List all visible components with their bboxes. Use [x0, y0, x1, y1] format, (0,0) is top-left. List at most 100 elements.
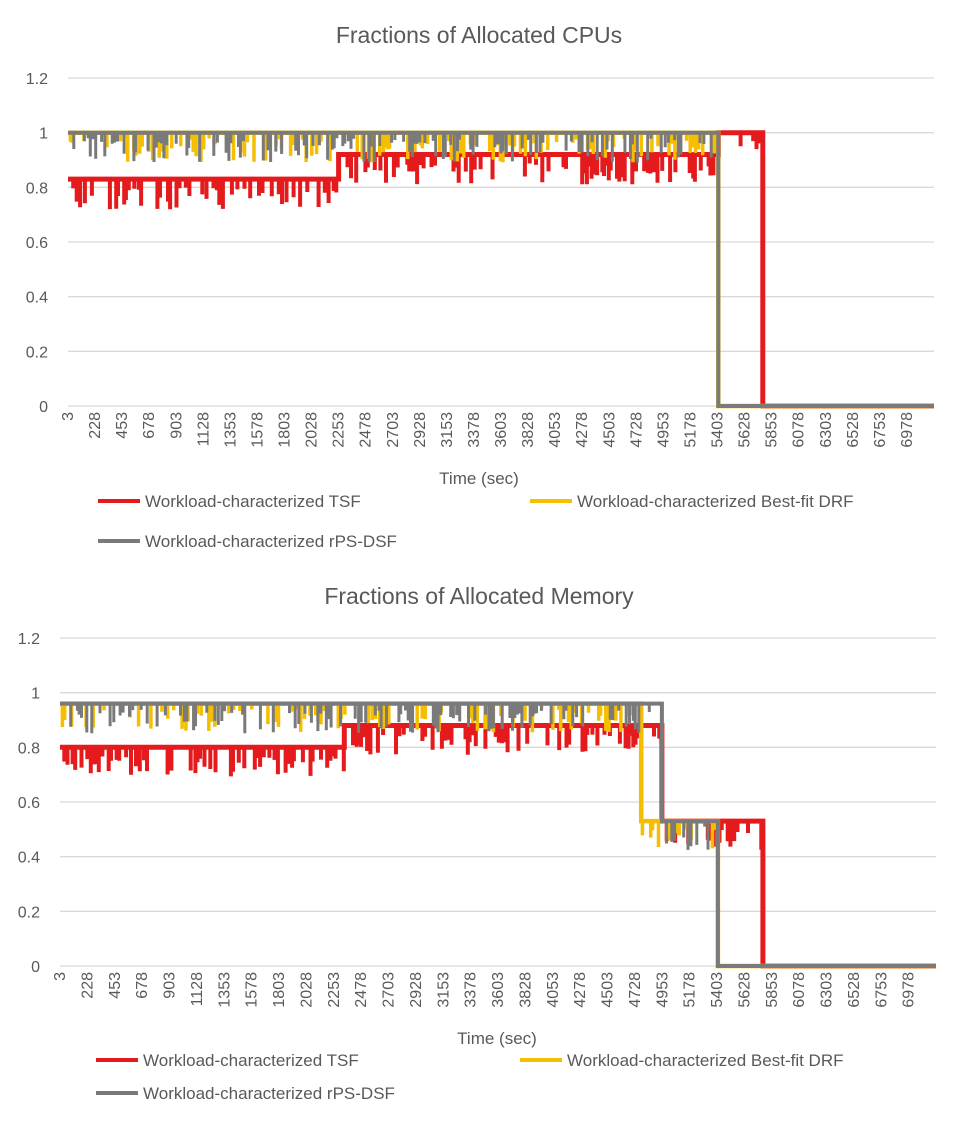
x-tick-label: 5178 — [682, 972, 699, 1008]
x-tick-label: 2478 — [358, 412, 375, 448]
y-tick-label: 0.6 — [26, 235, 48, 252]
legend-label-drf: Workload-characterized Best-fit DRF — [567, 1051, 844, 1070]
series-line-dsf — [60, 701, 936, 968]
x-tick-label: 6303 — [819, 972, 836, 1008]
x-tick-label: 2703 — [381, 972, 398, 1008]
x-tick-label: 228 — [79, 972, 96, 999]
x-tick-label: 5178 — [682, 412, 699, 448]
x-tick-label: 1803 — [271, 972, 288, 1008]
x-tick-label: 1353 — [222, 412, 239, 448]
legend-label-dsf: Workload-characterized rPS-DSF — [145, 532, 397, 551]
x-tick-label: 2478 — [353, 972, 370, 1008]
x-tick-label: 5403 — [709, 972, 726, 1008]
x-tick-label: 2028 — [304, 412, 321, 448]
x-tick-label: 2928 — [408, 972, 425, 1008]
x-tick-label: 3 — [52, 972, 69, 981]
y-tick-label: 1.2 — [26, 71, 48, 88]
series-line-dsf — [68, 130, 934, 408]
x-tick-label: 6078 — [791, 412, 808, 448]
x-tick-label: 6528 — [845, 412, 862, 448]
y-tick-label: 1 — [39, 126, 48, 143]
x-tick-label: 903 — [162, 972, 179, 999]
series-lines — [68, 130, 934, 409]
y-tick-label: 0 — [31, 959, 40, 976]
gridlines — [60, 637, 936, 967]
y-tick-label: 0.4 — [18, 850, 40, 867]
legend-label-drf: Workload-characterized Best-fit DRF — [577, 492, 854, 511]
x-tick-label: 2703 — [385, 412, 402, 448]
gridlines — [68, 77, 934, 407]
x-tick-label: 1578 — [244, 972, 261, 1008]
x-tick-labels: 3 228 453 678 903 1128 1353 1578 1803 2028 2253 247… — [52, 972, 918, 1008]
x-tick-label: 4053 — [547, 412, 564, 448]
x-tick-label: 4953 — [654, 972, 671, 1008]
x-tick-label: 2253 — [331, 412, 348, 448]
x-tick-label: 453 — [114, 412, 131, 439]
x-tick-label: 5853 — [764, 972, 781, 1008]
chart-title: Fractions of Allocated Memory — [324, 583, 634, 609]
y-tick-label: 0.2 — [18, 904, 40, 921]
x-tick-label: 4053 — [545, 972, 562, 1008]
series-lines — [60, 701, 936, 969]
x-tick-label: 6753 — [873, 972, 890, 1008]
x-tick-labels: 3 228 453 678 903 1128 1353 1578 1803 2028 2253 247… — [60, 412, 916, 448]
legend: Workload-characterized TSF Workload-char… — [96, 1051, 844, 1103]
x-tick-label: 4278 — [574, 412, 591, 448]
x-tick-label: 3603 — [493, 412, 510, 448]
y-tick-label: 0.4 — [26, 290, 48, 307]
x-tick-label: 5403 — [710, 412, 727, 448]
x-tick-label: 3378 — [466, 412, 483, 448]
x-tick-label: 4278 — [572, 972, 589, 1008]
x-tick-label: 4503 — [601, 412, 618, 448]
series-line-tsf — [68, 130, 934, 409]
y-tick-label: 0.8 — [18, 740, 40, 757]
x-tick-label: 3603 — [490, 972, 507, 1008]
x-tick-label: 6078 — [791, 972, 808, 1008]
x-tick-label: 678 — [134, 972, 151, 999]
x-tick-label: 678 — [141, 412, 158, 439]
x-axis-label: Time (sec) — [457, 1029, 537, 1048]
x-axis-label: Time (sec) — [439, 469, 519, 488]
x-tick-label: 6753 — [872, 412, 889, 448]
x-tick-label: 2028 — [298, 972, 315, 1008]
x-tick-label: 5853 — [764, 412, 781, 448]
x-tick-label: 5628 — [737, 412, 754, 448]
x-tick-label: 903 — [168, 412, 185, 439]
x-tick-label: 3 — [60, 412, 77, 421]
legend-label-tsf: Workload-characterized TSF — [145, 492, 361, 511]
y-tick-label: 0.8 — [26, 180, 48, 197]
x-tick-label: 2928 — [412, 412, 429, 448]
x-tick-label: 4953 — [655, 412, 672, 448]
x-tick-label: 3828 — [520, 412, 537, 448]
x-tick-label: 453 — [107, 972, 124, 999]
y-tick-label: 0 — [39, 399, 48, 416]
x-tick-label: 6528 — [846, 972, 863, 1008]
x-tick-label: 1353 — [216, 972, 233, 1008]
series-line-drf — [60, 701, 936, 969]
x-tick-label: 3153 — [435, 972, 452, 1008]
y-tick-label: 0.2 — [26, 344, 48, 361]
x-tick-label: 4728 — [627, 972, 644, 1008]
x-tick-label: 6303 — [818, 412, 835, 448]
legend-label-dsf: Workload-characterized rPS-DSF — [143, 1084, 395, 1103]
cpu-chart: Fractions of Allocated CPUs 0 0.2 0.4 0.6 0.… — [26, 22, 934, 551]
series-spikes-dsf — [72, 132, 713, 163]
memory-chart: Fractions of Allocated Memory 0 0.2 0.4 0.6… — [18, 583, 936, 1103]
series-spikes-tsf — [71, 132, 763, 210]
y-tick-label: 1.2 — [18, 631, 40, 648]
x-tick-label: 1803 — [277, 412, 294, 448]
y-tick-label: 1 — [31, 686, 40, 703]
x-tick-label: 6978 — [899, 412, 916, 448]
y-tick-label: 0.6 — [18, 795, 40, 812]
x-tick-label: 228 — [87, 412, 104, 439]
series-spikes-dsf — [69, 703, 710, 850]
x-tick-label: 1578 — [249, 412, 266, 448]
y-tick-labels: 0 0.2 0.4 0.6 0.8 1 1.2 — [26, 71, 48, 416]
x-tick-label: 6978 — [901, 972, 918, 1008]
y-tick-labels: 0 0.2 0.4 0.6 0.8 1 1.2 — [18, 631, 40, 976]
x-tick-label: 1128 — [195, 412, 212, 447]
x-tick-label: 3828 — [517, 972, 534, 1008]
legend-label-tsf: Workload-characterized TSF — [143, 1051, 359, 1070]
x-tick-label: 3378 — [463, 972, 480, 1008]
